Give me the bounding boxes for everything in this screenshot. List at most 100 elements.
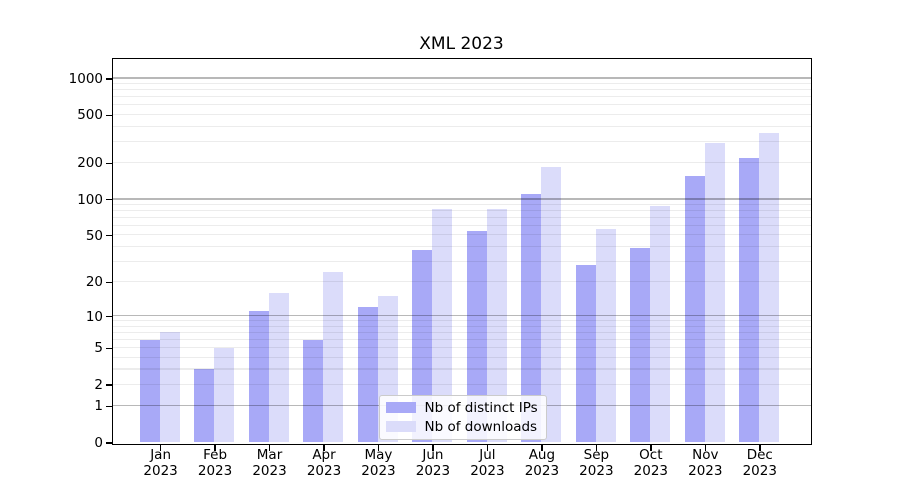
bar-distinct-ips <box>412 250 433 443</box>
x-axis-label: Mar 2023 <box>225 447 315 479</box>
x-axis-label-month: Nov <box>692 447 719 463</box>
x-axis-label-month: Oct <box>639 447 663 463</box>
x-axis-label-year: 2023 <box>415 462 451 479</box>
x-tick <box>650 444 652 452</box>
x-axis-label: Apr 2023 <box>279 447 369 479</box>
y-tick <box>105 281 113 284</box>
y-axis-label: 50 <box>85 227 103 244</box>
legend-row-distinct-ips: Nb of distinct IPs <box>385 399 540 416</box>
x-axis-label-month: Sep <box>583 447 610 463</box>
x-axis-label: May 2023 <box>333 447 423 479</box>
x-axis-label: Jul 2023 <box>442 447 532 479</box>
bar-downloads <box>595 229 616 443</box>
bar-distinct-ips <box>139 339 160 443</box>
y-axis-label: 20 <box>85 274 103 291</box>
x-tick <box>214 444 216 452</box>
x-tick <box>541 444 543 452</box>
y-axis-label: 100 <box>77 191 103 208</box>
y-axis-label: 200 <box>77 155 103 172</box>
x-axis-label: Nov 2023 <box>660 447 750 479</box>
bar-distinct-ips <box>684 175 705 443</box>
x-axis-label-year: 2023 <box>688 462 723 479</box>
bar-distinct-ips <box>630 247 651 443</box>
y-tick <box>105 405 113 408</box>
x-axis-label-month: Jul <box>479 447 496 463</box>
legend-label-distinct-ips: Nb of distinct IPs <box>424 399 538 416</box>
bar-downloads <box>758 133 779 443</box>
x-tick <box>159 444 162 452</box>
y-tick <box>105 347 113 350</box>
x-axis-label-year: 2023 <box>252 462 287 479</box>
x-axis-label-year: 2023 <box>470 462 505 479</box>
chart-title: XML 2023 <box>419 34 504 54</box>
y-axis-label: 500 <box>77 107 103 124</box>
x-axis-label-year: 2023 <box>579 462 614 479</box>
bar-distinct-ips <box>357 306 378 443</box>
x-tick <box>595 444 598 452</box>
y-tick <box>105 234 113 237</box>
bar-downloads <box>323 272 344 443</box>
x-axis-label-month: Mar <box>256 447 283 463</box>
x-axis-label-month: Jun <box>422 447 444 463</box>
x-tick <box>759 444 761 452</box>
y-tick <box>105 315 113 318</box>
y-axis-label: 5 <box>94 340 103 357</box>
bar-distinct-ips <box>248 311 269 443</box>
x-axis-label-year: 2023 <box>742 462 777 479</box>
bar-downloads <box>159 332 180 443</box>
y-axis-label: 10 <box>85 308 103 325</box>
legend-row-downloads: Nb of downloads <box>385 418 540 435</box>
bar-downloads <box>541 167 562 443</box>
legend-swatch-distinct-ips <box>385 402 416 414</box>
bar-distinct-ips <box>194 369 215 443</box>
y-axis-label: 1 <box>94 398 103 415</box>
bar-downloads <box>704 143 725 443</box>
x-axis-label-month: Apr <box>312 447 336 463</box>
x-axis-label-year: 2023 <box>633 462 668 479</box>
x-tick <box>704 444 707 452</box>
x-axis-label: Jan 2023 <box>116 447 206 479</box>
y-tick <box>105 198 113 201</box>
bar-downloads <box>432 208 453 443</box>
x-tick <box>268 444 271 452</box>
x-axis-label-year: 2023 <box>361 462 396 479</box>
bar-downloads <box>214 347 235 443</box>
y-axis-label: 0 <box>94 434 103 451</box>
x-axis-label-month: Feb <box>203 447 228 463</box>
bar-downloads <box>268 292 289 443</box>
bar-downloads <box>650 205 671 443</box>
legend-swatch-downloads <box>385 421 416 433</box>
y-tick <box>105 114 113 117</box>
x-tick <box>432 444 434 452</box>
y-tick <box>105 78 113 80</box>
x-axis-label-year: 2023 <box>197 462 233 479</box>
x-axis-label: Sep 2023 <box>551 447 641 479</box>
bar-downloads <box>486 208 507 443</box>
x-tick <box>323 444 325 452</box>
x-axis-label: Aug 2023 <box>497 447 587 479</box>
y-tick <box>105 384 113 386</box>
x-axis-label: Feb 2023 <box>170 447 260 479</box>
bars-layer <box>113 59 811 444</box>
y-axis-label: 1000 <box>68 70 103 87</box>
legend-label-downloads: Nb of downloads <box>424 418 538 435</box>
bar-distinct-ips <box>575 264 596 443</box>
x-axis-label: Jun 2023 <box>388 447 478 479</box>
y-tick <box>105 442 113 444</box>
x-axis-label: Dec 2023 <box>715 447 805 479</box>
x-axis-label-month: May <box>364 447 393 463</box>
x-tick <box>486 444 489 452</box>
x-axis-label-month: Aug <box>528 447 556 463</box>
legend: Nb of distinct IPs Nb of downloads <box>378 394 547 440</box>
bar-distinct-ips <box>303 339 324 443</box>
bar-distinct-ips <box>738 157 759 443</box>
x-axis-label-month: Dec <box>746 447 773 463</box>
y-tick <box>105 162 113 165</box>
x-tick <box>377 444 380 452</box>
x-axis-label-year: 2023 <box>306 462 342 479</box>
x-axis-label-year: 2023 <box>143 462 178 479</box>
bar-distinct-ips <box>521 193 542 443</box>
x-axis-label: Oct 2023 <box>606 447 696 479</box>
x-axis-label-month: Jan <box>150 447 171 463</box>
